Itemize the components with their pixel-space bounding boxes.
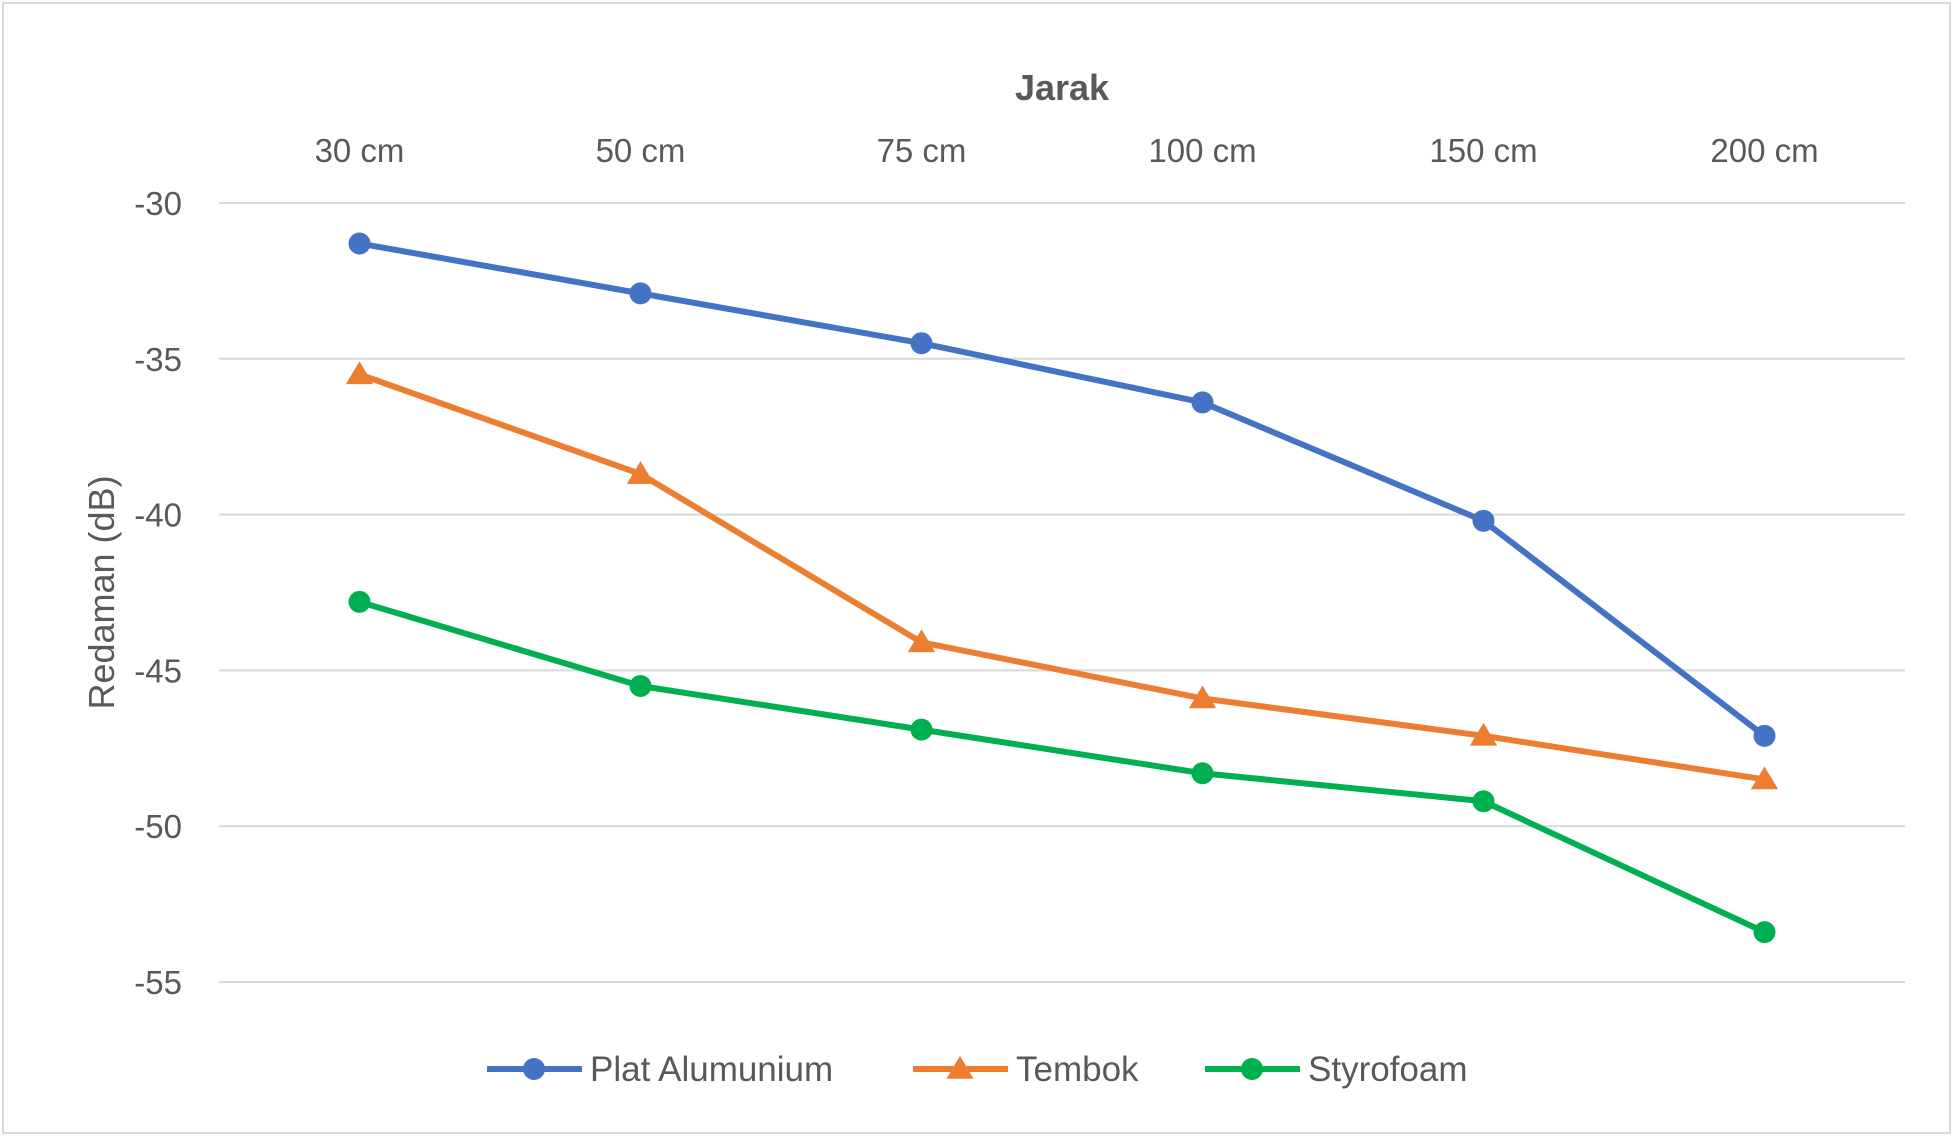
legend-marker [946,1056,974,1079]
y-tick-label: -50 [134,808,182,845]
data-point-plat-alumunium [348,232,371,255]
data-point-styrofoam [1753,921,1776,944]
legend-label: Plat Alumunium [590,1050,833,1089]
x-tick-label: 200 cm [1710,132,1818,169]
data-point-tembok [626,461,655,484]
x-tick-label: 100 cm [1148,132,1256,169]
y-axis-title: Redaman (dB) [81,475,122,709]
data-point-styrofoam [910,718,933,741]
legend-item-plat-alumunium: Plat Alumunium [487,1050,833,1089]
y-tick-label: -35 [134,341,182,378]
x-tick-label: 150 cm [1429,132,1537,169]
data-point-tembok [1469,722,1498,746]
data-point-styrofoam [1472,790,1495,813]
legend-item-styrofoam: Styrofoam [1205,1050,1468,1089]
y-tick-label: -40 [134,497,182,534]
y-axis-tick-labels: -30 -35 -40 -45 -50 -55 [134,185,182,1001]
legend-label: Styrofoam [1308,1050,1468,1089]
data-point-styrofoam [1191,762,1214,785]
data-point-tembok [1750,766,1779,790]
data-point-tembok [907,629,936,653]
series-group [345,232,1779,944]
x-axis-tick-labels: 30 cm 50 cm 75 cm 100 cm 150 cm 200 cm [315,132,1819,169]
x-axis-title: Jarak [1015,67,1110,108]
y-tick-label: -45 [134,652,182,689]
data-point-styrofoam [348,590,371,613]
data-point-plat-alumunium [1191,391,1214,414]
data-point-styrofoam [629,674,652,697]
series-line-styrofoam [356,598,1768,936]
legend-label: Tembok [1016,1050,1139,1089]
series-line-tembok [356,371,1768,783]
legend-item-tembok: Tembok [913,1050,1139,1089]
series-line-plat-alumunium [356,240,1768,739]
data-point-tembok [1188,685,1217,709]
legend: Plat Alumunium Tembok Styrofoam [487,1050,1468,1089]
gridlines [219,202,1905,983]
legend-marker [1241,1058,1263,1080]
y-tick-label: -30 [134,185,182,222]
x-tick-label: 30 cm [315,132,405,169]
data-point-plat-alumunium [1472,509,1495,532]
data-point-plat-alumunium [629,282,652,305]
data-point-tembok [345,361,374,385]
legend-marker [523,1058,545,1080]
series-plat-alumunium [348,232,1776,747]
data-point-plat-alumunium [1753,724,1776,747]
x-tick-label: 50 cm [596,132,686,169]
y-tick-label: -55 [134,964,182,1001]
series-tembok [345,361,1779,790]
data-point-plat-alumunium [910,332,933,355]
series-styrofoam [348,590,1776,944]
x-tick-label: 75 cm [877,132,967,169]
